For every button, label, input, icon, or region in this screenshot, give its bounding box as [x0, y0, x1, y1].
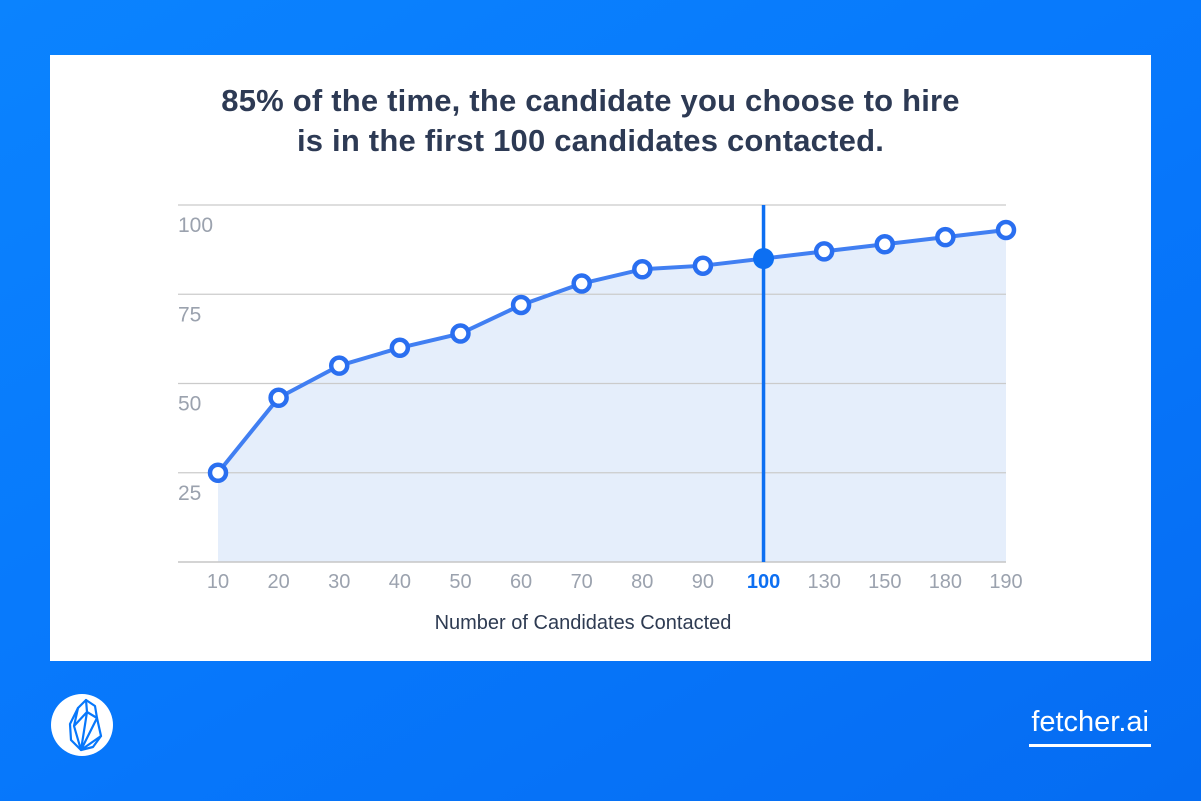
data-point [692, 255, 714, 276]
x-tick-label: 90 [692, 571, 714, 593]
area-fill [218, 229, 1006, 563]
data-point [268, 387, 289, 409]
data-point [510, 294, 532, 316]
logo-dog-facets [72, 698, 103, 752]
data-point [874, 234, 896, 255]
x-tick-label: 20 [267, 571, 289, 593]
logo-dog-outline [68, 698, 103, 752]
x-tick-label: 180 [929, 571, 962, 593]
x-tick-label: 10 [207, 571, 229, 593]
x-tick-label: 60 [510, 571, 532, 593]
x-tick-label: 40 [389, 571, 411, 593]
x-tick-label: 150 [868, 571, 901, 593]
chart-headline: 85% of the time, the candidate you choos… [50, 81, 1131, 161]
x-tick-label: 30 [328, 571, 350, 593]
data-point [632, 259, 653, 280]
data-point [995, 219, 1017, 241]
fetcher-dog-logo [51, 694, 113, 756]
x-tick-label: 190 [989, 571, 1022, 593]
y-tick-label: 50 [178, 393, 201, 416]
x-tick-label: 70 [571, 571, 593, 593]
chart-svg: 25 50 75 100 10 20 30 40 50 60 70 80 90 100 130 150 180 1… [178, 204, 1023, 634]
data-point [935, 226, 956, 248]
x-tick-label: 80 [631, 571, 653, 593]
y-tick-label: 75 [178, 303, 201, 326]
data-point [450, 323, 471, 344]
headline-line-1: 85% of the time, the candidate you choos… [221, 83, 960, 118]
data-point [571, 273, 592, 294]
y-tick-label: 25 [178, 482, 201, 505]
chart-card: 85% of the time, the candidate you choos… [50, 55, 1151, 661]
data-point [389, 337, 411, 359]
headline-line-2: is in the first 100 candidates contacted… [296, 123, 885, 158]
brand-link[interactable]: fetcher.ai [1029, 706, 1151, 747]
x-tick-label: 50 [449, 571, 471, 593]
data-point [328, 355, 350, 376]
data-point [813, 241, 835, 262]
x-axis-title: Number of Candidates Contacted [435, 612, 732, 634]
y-tick-label: 100 [178, 214, 213, 237]
data-point [207, 462, 229, 483]
x-tick-label-highlight: 100 [747, 571, 780, 593]
highlight-point [753, 248, 775, 270]
x-tick-label: 130 [807, 571, 840, 593]
